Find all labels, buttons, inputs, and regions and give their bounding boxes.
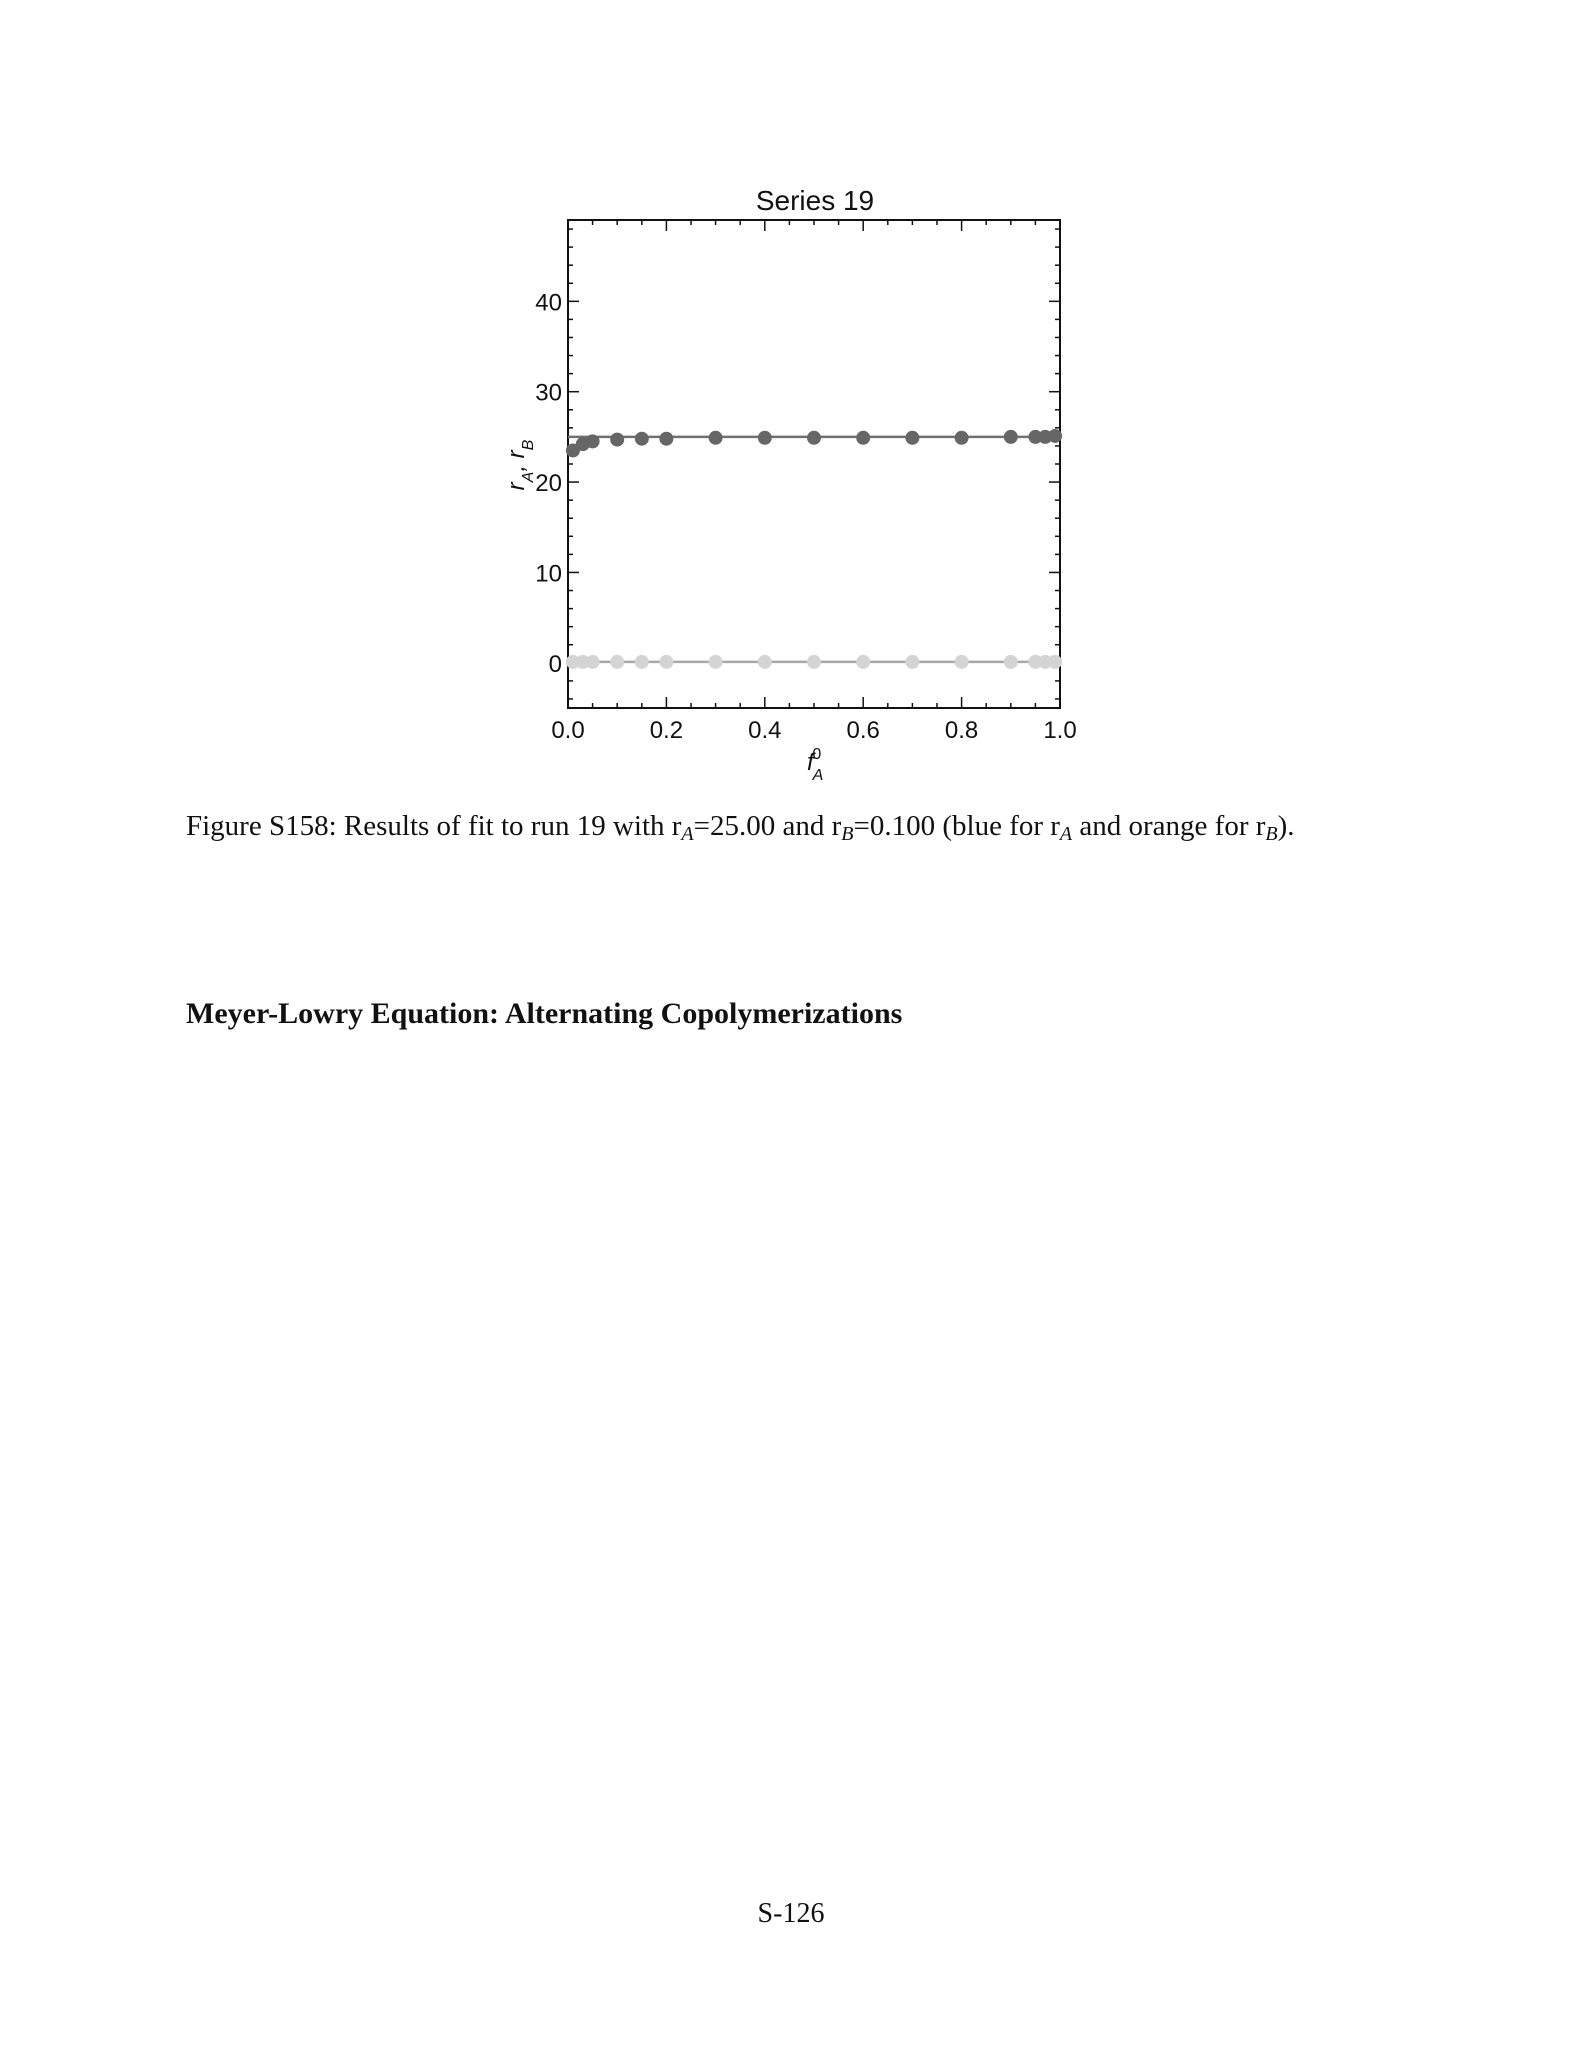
y-tick-label: 40 <box>535 289 562 316</box>
section-heading: Meyer-Lowry Equation: Alternating Copoly… <box>186 997 903 1030</box>
x-tick-label: 0.0 <box>551 717 584 744</box>
chart: Series 19 0 10 20 30 40 0.0 0.2 0.4 0.6 0.8 1.0 r… <box>503 185 1077 784</box>
chart-title: Series 19 <box>756 185 874 216</box>
axis-ticks <box>567 220 1061 708</box>
x-tick-label: 0.2 <box>650 717 683 744</box>
data-point <box>954 654 969 669</box>
data-point <box>1003 654 1018 669</box>
fit-lines <box>568 435 1060 664</box>
figure-caption: Figure S158: Results of fit to run 19 wi… <box>186 810 1295 845</box>
data-point <box>1028 654 1043 669</box>
x-tick-label: 1.0 <box>1043 717 1076 744</box>
x-axis-label: fA0 <box>807 746 823 784</box>
data-point <box>757 654 772 669</box>
data-point <box>807 430 821 445</box>
y-tick-label: 10 <box>535 560 562 587</box>
data-point <box>634 654 649 669</box>
data-point <box>856 654 871 669</box>
data-point <box>1038 654 1053 669</box>
page-number: S-126 <box>757 1898 825 1929</box>
x-tick-label: 0.4 <box>748 717 781 744</box>
data-point <box>905 430 920 445</box>
data-point <box>856 430 871 445</box>
y-tick-label: 0 <box>549 651 562 678</box>
data-point <box>634 431 649 446</box>
data-point <box>565 654 580 669</box>
x-tick-label: 0.8 <box>945 717 978 744</box>
plot-frame <box>567 219 1061 709</box>
data-point <box>585 434 600 449</box>
x-tick-label: 0.6 <box>847 717 880 744</box>
data-point <box>575 654 590 669</box>
data-point <box>757 430 772 445</box>
data-point <box>1048 428 1063 443</box>
data-point <box>610 432 625 447</box>
data-point <box>807 654 821 669</box>
x-tick-labels: 0.0 0.2 0.4 0.6 0.8 1.0 <box>551 717 1076 744</box>
data-point <box>954 430 969 445</box>
data-point <box>1048 654 1063 669</box>
y-axis-label: rA, rB <box>503 439 537 490</box>
data-point <box>659 431 674 446</box>
data-point <box>1003 429 1018 444</box>
y-tick-label: 20 <box>535 470 562 497</box>
data-point <box>905 654 920 669</box>
data-point <box>659 654 674 669</box>
y-tick-label: 30 <box>535 380 562 407</box>
y-tick-labels: 0 10 20 30 40 <box>535 289 562 677</box>
data-point <box>708 654 723 669</box>
data-point <box>1028 429 1043 444</box>
data-point <box>610 654 625 669</box>
data-point <box>708 430 723 445</box>
data-points <box>565 428 1063 669</box>
data-point <box>585 654 600 669</box>
